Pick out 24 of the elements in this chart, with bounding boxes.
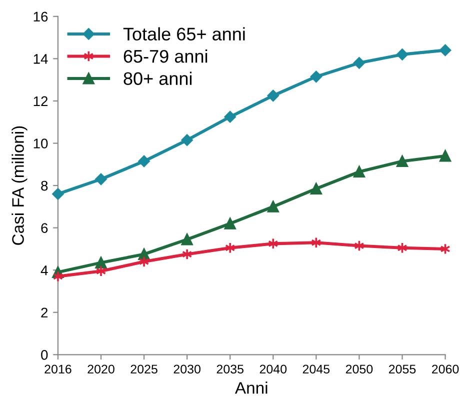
y-tick-label: 12: [34, 96, 48, 106]
y-tick-label: 6: [41, 223, 48, 233]
y-tick-label: 10: [34, 138, 48, 148]
legend-label: 65-79 anni: [124, 49, 208, 63]
y-axis-title: Casi FA (milioni): [12, 126, 28, 245]
x-tick-label: 2050: [346, 364, 373, 374]
legend-label: 80+ anni: [124, 72, 192, 85]
y-tick-label: 0: [41, 350, 48, 360]
x-tick-label: 2055: [388, 364, 416, 374]
x-axis-title: Anni: [234, 382, 268, 394]
x-tick-label: 2035: [216, 364, 244, 374]
x-tick-label: 2060: [432, 364, 459, 374]
x-tick-label: 2045: [302, 364, 330, 374]
x-tick-label: 2030: [174, 364, 200, 374]
y-tick-label: 2: [41, 308, 48, 318]
x-tick-label: 2016: [44, 364, 72, 374]
x-tick-label: 2040: [260, 364, 287, 374]
y-tick-label: 8: [41, 180, 48, 191]
y-tick-label: 16: [34, 12, 48, 22]
y-tick-label: 4: [40, 266, 48, 276]
x-tick-label: 2025: [130, 364, 158, 374]
legend-label: Totale 65+ anni: [123, 27, 245, 40]
y-tick-label: 14: [34, 54, 48, 64]
x-tick-label: 2020: [88, 364, 114, 374]
